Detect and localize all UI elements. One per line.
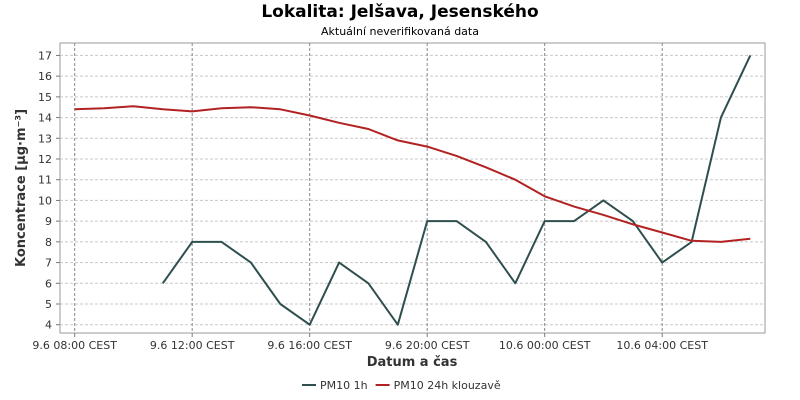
- legend-label-1: PM10 1h: [320, 379, 368, 392]
- x-tick-label: 10.6 04:00 CEST: [616, 339, 708, 352]
- series-line-1: [161, 54, 752, 326]
- legend: PM10 1h PM10 24h klouzavě: [302, 379, 501, 392]
- y-axis-ticks: 4 5 6 7 8 9 10 11 12 13 14 15 16 17: [38, 49, 60, 332]
- y-tick-label: 16: [38, 70, 52, 83]
- y-tick-label: 12: [38, 153, 52, 166]
- y-tick-label: 10: [38, 194, 52, 207]
- x-tick-label: 9.6 12:00 CEST: [150, 339, 235, 352]
- grid: [60, 43, 765, 333]
- chart-title: Lokalita: Jelšava, Jesenského: [261, 2, 538, 22]
- series-line-2: [74, 105, 751, 243]
- x-axis-ticks: 9.6 08:00 CEST 9.6 12:00 CEST 9.6 16:00 CE…: [32, 333, 708, 352]
- y-axis-label: Koncentrace [µg·m⁻³]: [14, 109, 29, 267]
- series-layer: [74, 54, 752, 326]
- y-tick-label: 17: [38, 49, 52, 62]
- y-tick-label: 15: [38, 91, 52, 104]
- x-tick-label: 9.6 08:00 CEST: [32, 339, 117, 352]
- y-tick-label: 8: [45, 236, 52, 249]
- legend-label-2: PM10 24h klouzavě: [394, 379, 501, 392]
- y-tick-label: 6: [45, 277, 52, 290]
- x-axis-label: Datum a čas: [367, 355, 458, 370]
- y-tick-label: 9: [45, 215, 52, 228]
- y-tick-label: 14: [38, 112, 52, 125]
- x-tick-label: 9.6 16:00 CEST: [267, 339, 352, 352]
- y-tick-label: 7: [45, 257, 52, 270]
- y-tick-label: 11: [38, 174, 52, 187]
- chart-subtitle: Aktuální neverifikovaná data: [321, 25, 479, 38]
- plot-area: [59, 42, 766, 334]
- x-tick-label: 10.6 00:00 CEST: [499, 339, 591, 352]
- x-tick-label: 9.6 20:00 CEST: [385, 339, 470, 352]
- y-tick-label: 13: [38, 132, 52, 145]
- y-tick-label: 4: [45, 319, 52, 332]
- y-tick-label: 5: [45, 298, 52, 311]
